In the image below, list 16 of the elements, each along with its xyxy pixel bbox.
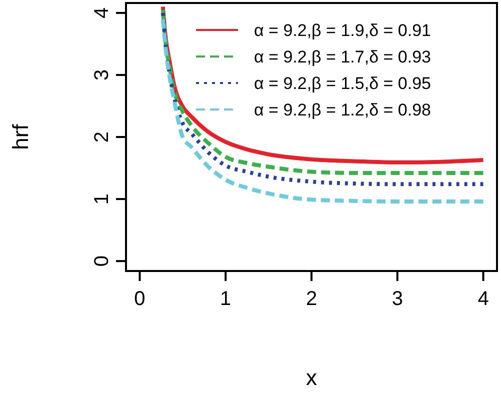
x-tick-label: 2 [306, 288, 318, 310]
y-axis-title: hrf [8, 123, 33, 150]
legend-label: α = 9.2,β = 1.9,δ = 0.91 [254, 21, 431, 40]
x-axis-title: x [306, 365, 317, 390]
x-tick-label: 1 [220, 288, 232, 310]
y-tick-label: 0 [91, 256, 113, 267]
y-tick-label: 3 [91, 69, 113, 81]
legend-label: α = 9.2,β = 1.7,δ = 0.93 [254, 48, 431, 66]
x-tick-label: 3 [392, 288, 403, 310]
y-tick-label: 4 [91, 7, 113, 18]
legend-label: α = 9.2,β = 1.5,δ = 0.95 [254, 74, 431, 93]
x-tick-label: 0 [134, 288, 146, 310]
legend-label: α = 9.2,β = 1.2,δ = 0.98 [254, 100, 431, 120]
y-tick-label: 2 [91, 131, 113, 143]
x-tick-label: 4 [478, 288, 489, 310]
y-tick-label: 1 [91, 193, 113, 205]
